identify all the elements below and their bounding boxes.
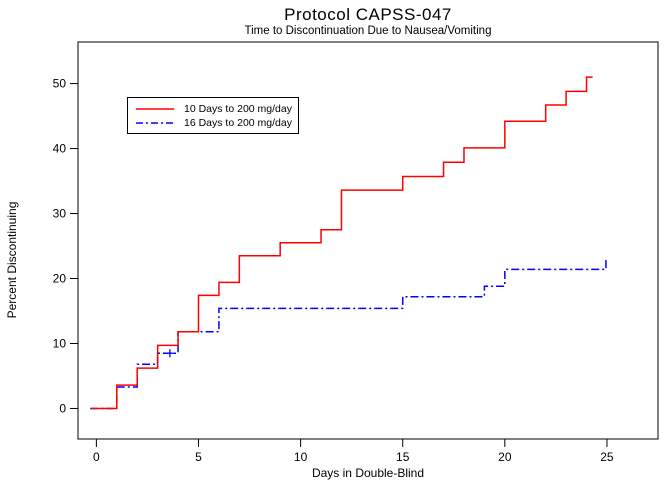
- x-tick-label: 25: [600, 450, 614, 464]
- legend-label: 16 Days to 200 mg/day: [184, 116, 292, 129]
- y-tick-label: 40: [53, 142, 67, 156]
- legend-line-sample: [136, 121, 174, 124]
- y-tick-label: 30: [53, 207, 67, 221]
- x-tick-label: 10: [294, 450, 308, 464]
- legend-label: 10 Days to 200 mg/day: [184, 102, 292, 115]
- x-tick-label: 5: [195, 450, 202, 464]
- series-curve: [91, 76, 593, 410]
- x-axis-label: Days in Double-Blind: [311, 466, 425, 480]
- chart-subtitle: Time to Discontinuation Due to Nausea/Vo…: [244, 25, 492, 37]
- y-tick-label: 10: [53, 336, 67, 350]
- y-tick-label: 0: [59, 401, 66, 415]
- plot-frame: [77, 41, 659, 440]
- series-curve: [90, 258, 607, 410]
- y-tick-label: 50: [53, 77, 67, 91]
- y-axis-label: Percent Discontinuing: [5, 201, 19, 319]
- legend-item: 10 Days to 200 mg/day: [128, 102, 298, 115]
- x-tick-label: 15: [396, 450, 410, 464]
- legend-line-sample: [136, 107, 174, 110]
- x-tick-label: 0: [93, 450, 100, 464]
- legend-item: 16 Days to 200 mg/day: [128, 116, 298, 129]
- chart-title: Protocol CAPSS-047: [284, 5, 452, 24]
- x-tick-label: 20: [498, 450, 512, 464]
- legend-box: 10 Days to 200 mg/day 16 Days to 200 mg/d…: [127, 97, 299, 134]
- y-tick-label: 20: [53, 272, 67, 286]
